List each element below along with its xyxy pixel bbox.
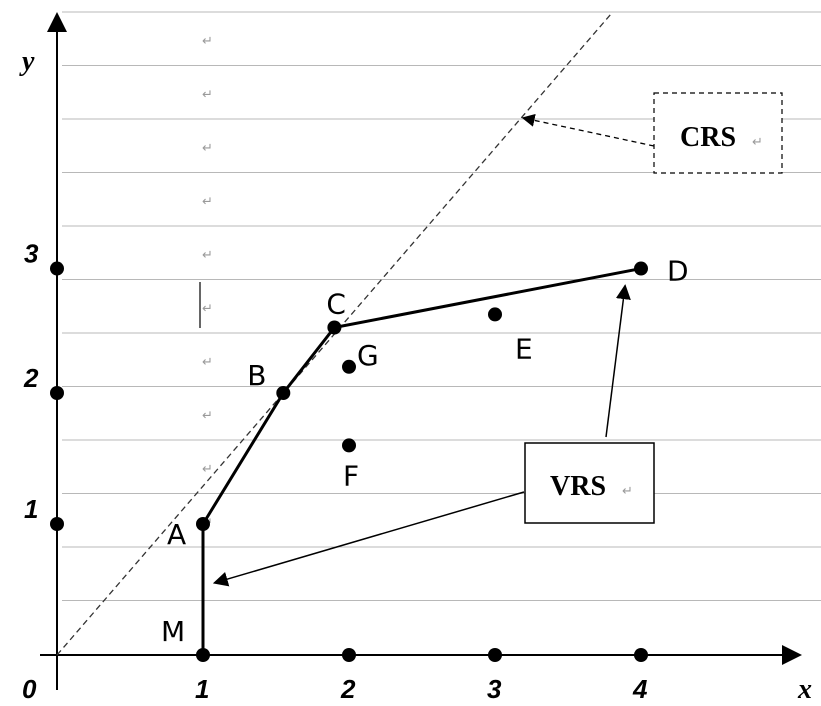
point-e xyxy=(488,307,502,322)
x-tick-label: 1 xyxy=(195,674,209,704)
callout-arrows xyxy=(212,113,655,587)
para-mark: ↵ xyxy=(202,34,213,49)
point-label-f: F xyxy=(343,459,359,492)
para-mark: ↵ xyxy=(202,195,213,210)
y-axis-dot xyxy=(50,517,64,531)
x-tick-labels: 1 2 3 4 xyxy=(195,674,648,704)
crs-arrow xyxy=(521,113,655,147)
paragraph-marks: ↵↵↵↵↵↵↵↵↵↵ xyxy=(199,34,213,531)
para-mark: ↵ xyxy=(202,302,213,317)
para-mark: ↵ xyxy=(202,462,213,477)
data-points: M A B C D E F G xyxy=(161,255,689,662)
point-label-e: E xyxy=(515,332,533,365)
vrs-callout: VRS ↵ xyxy=(524,442,655,524)
point-g xyxy=(342,359,356,374)
background-gridlines xyxy=(62,11,821,601)
x-tick-label: 2 xyxy=(340,674,356,704)
axis-dots xyxy=(50,261,648,662)
point-label-a: A xyxy=(167,518,186,551)
point-label-c: C xyxy=(326,288,346,321)
x-tick-label: 3 xyxy=(487,674,502,704)
crs-para-mark: ↵ xyxy=(752,135,763,150)
point-b xyxy=(276,386,291,400)
point-d xyxy=(634,261,648,276)
point-m xyxy=(196,648,210,662)
point-c xyxy=(327,320,342,335)
x-axis-dot xyxy=(634,648,648,662)
vrs-box xyxy=(524,442,655,524)
y-axis-dot xyxy=(50,261,64,276)
point-f xyxy=(342,438,356,453)
y-tick-label: 3 xyxy=(24,239,39,269)
x-tick-label: 4 xyxy=(632,674,648,704)
x-axis-dot xyxy=(488,648,502,662)
origin-label: 0 xyxy=(22,674,37,704)
crs-box xyxy=(653,92,783,174)
y-axis-label: y xyxy=(19,46,35,77)
vrs-para-mark: ↵ xyxy=(622,484,633,499)
y-tick-label: 1 xyxy=(24,494,38,524)
point-label-d: D xyxy=(667,255,689,288)
point-label-g: G xyxy=(357,339,379,372)
point-label-b: B xyxy=(247,359,266,392)
y-tick-labels: 1 2 3 xyxy=(23,239,39,524)
x-axis-dot xyxy=(342,648,356,662)
point-label-m: M xyxy=(161,615,185,648)
vrs-box-label: VRS xyxy=(550,471,606,502)
point-a xyxy=(196,517,210,531)
para-mark: ↵ xyxy=(202,141,213,156)
crs-box-label: CRS xyxy=(680,122,736,153)
y-tick-label: 2 xyxy=(23,363,39,393)
y-axis-dot xyxy=(50,386,64,400)
para-mark: ↵ xyxy=(202,248,213,263)
para-mark: ↵ xyxy=(202,355,213,370)
x-axis-label: x xyxy=(797,674,812,705)
para-mark: ↵ xyxy=(202,409,213,424)
vrs-arrow-top xyxy=(605,284,631,438)
para-mark: ↵ xyxy=(202,88,213,103)
crs-callout: CRS ↵ xyxy=(653,92,783,174)
vrs-arrow-left xyxy=(212,491,525,587)
